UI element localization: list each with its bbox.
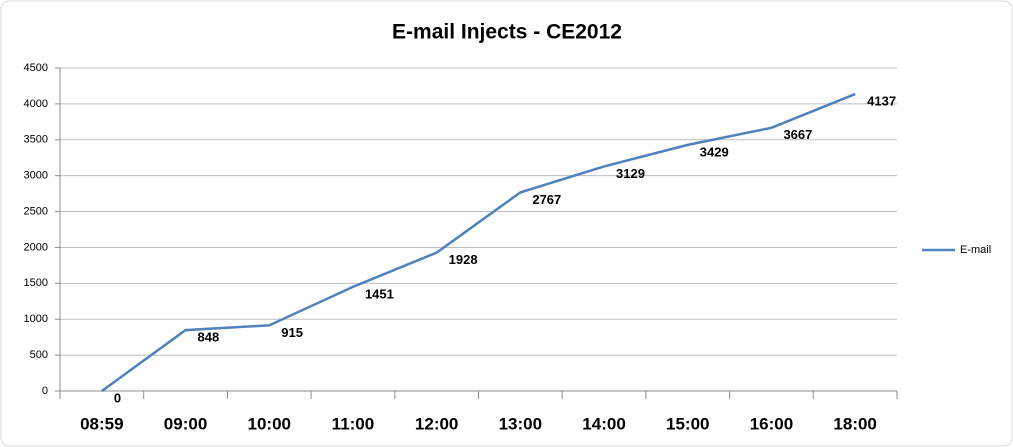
y-tick-label: 2000 [24,241,48,253]
data-label: 2767 [532,192,561,207]
y-tick-label: 4000 [24,98,48,110]
data-line [101,92,856,393]
x-tick-label: 10:00 [248,414,291,433]
data-label: 1928 [449,252,478,267]
y-tick-label: 0 [42,385,48,397]
y-tick-label: 1500 [24,277,48,289]
x-tick-label: 14:00 [582,414,625,433]
y-tick-label: 3500 [24,134,48,146]
y-tick-label: 500 [30,349,48,361]
x-tick-label: 09:00 [164,414,207,433]
y-tick-label: 4500 [24,62,48,74]
y-tick-label: 3000 [24,170,48,182]
x-tick-label: 15:00 [666,414,709,433]
x-tick-label: 12:00 [415,414,458,433]
data-label: 4137 [867,93,896,108]
x-tick-label: 18:00 [833,414,876,433]
legend-label: E-mail [960,244,991,256]
data-label: 3667 [783,127,812,142]
data-label: 3429 [700,144,729,159]
data-label: 0 [114,390,121,405]
x-tick-label: 08:59 [80,414,123,433]
data-label: 915 [281,325,303,340]
chart-title: E-mail Injects - CE2012 [392,21,622,44]
x-tick-label: 16:00 [750,414,793,433]
x-tick-label: 11:00 [332,414,375,433]
data-label: 3129 [616,166,645,181]
y-tick-label: 2500 [24,205,48,217]
y-tick-label: 1000 [24,313,48,325]
x-tick-label: 13:00 [499,414,542,433]
data-label: 1451 [365,286,394,301]
data-label: 848 [198,330,220,345]
